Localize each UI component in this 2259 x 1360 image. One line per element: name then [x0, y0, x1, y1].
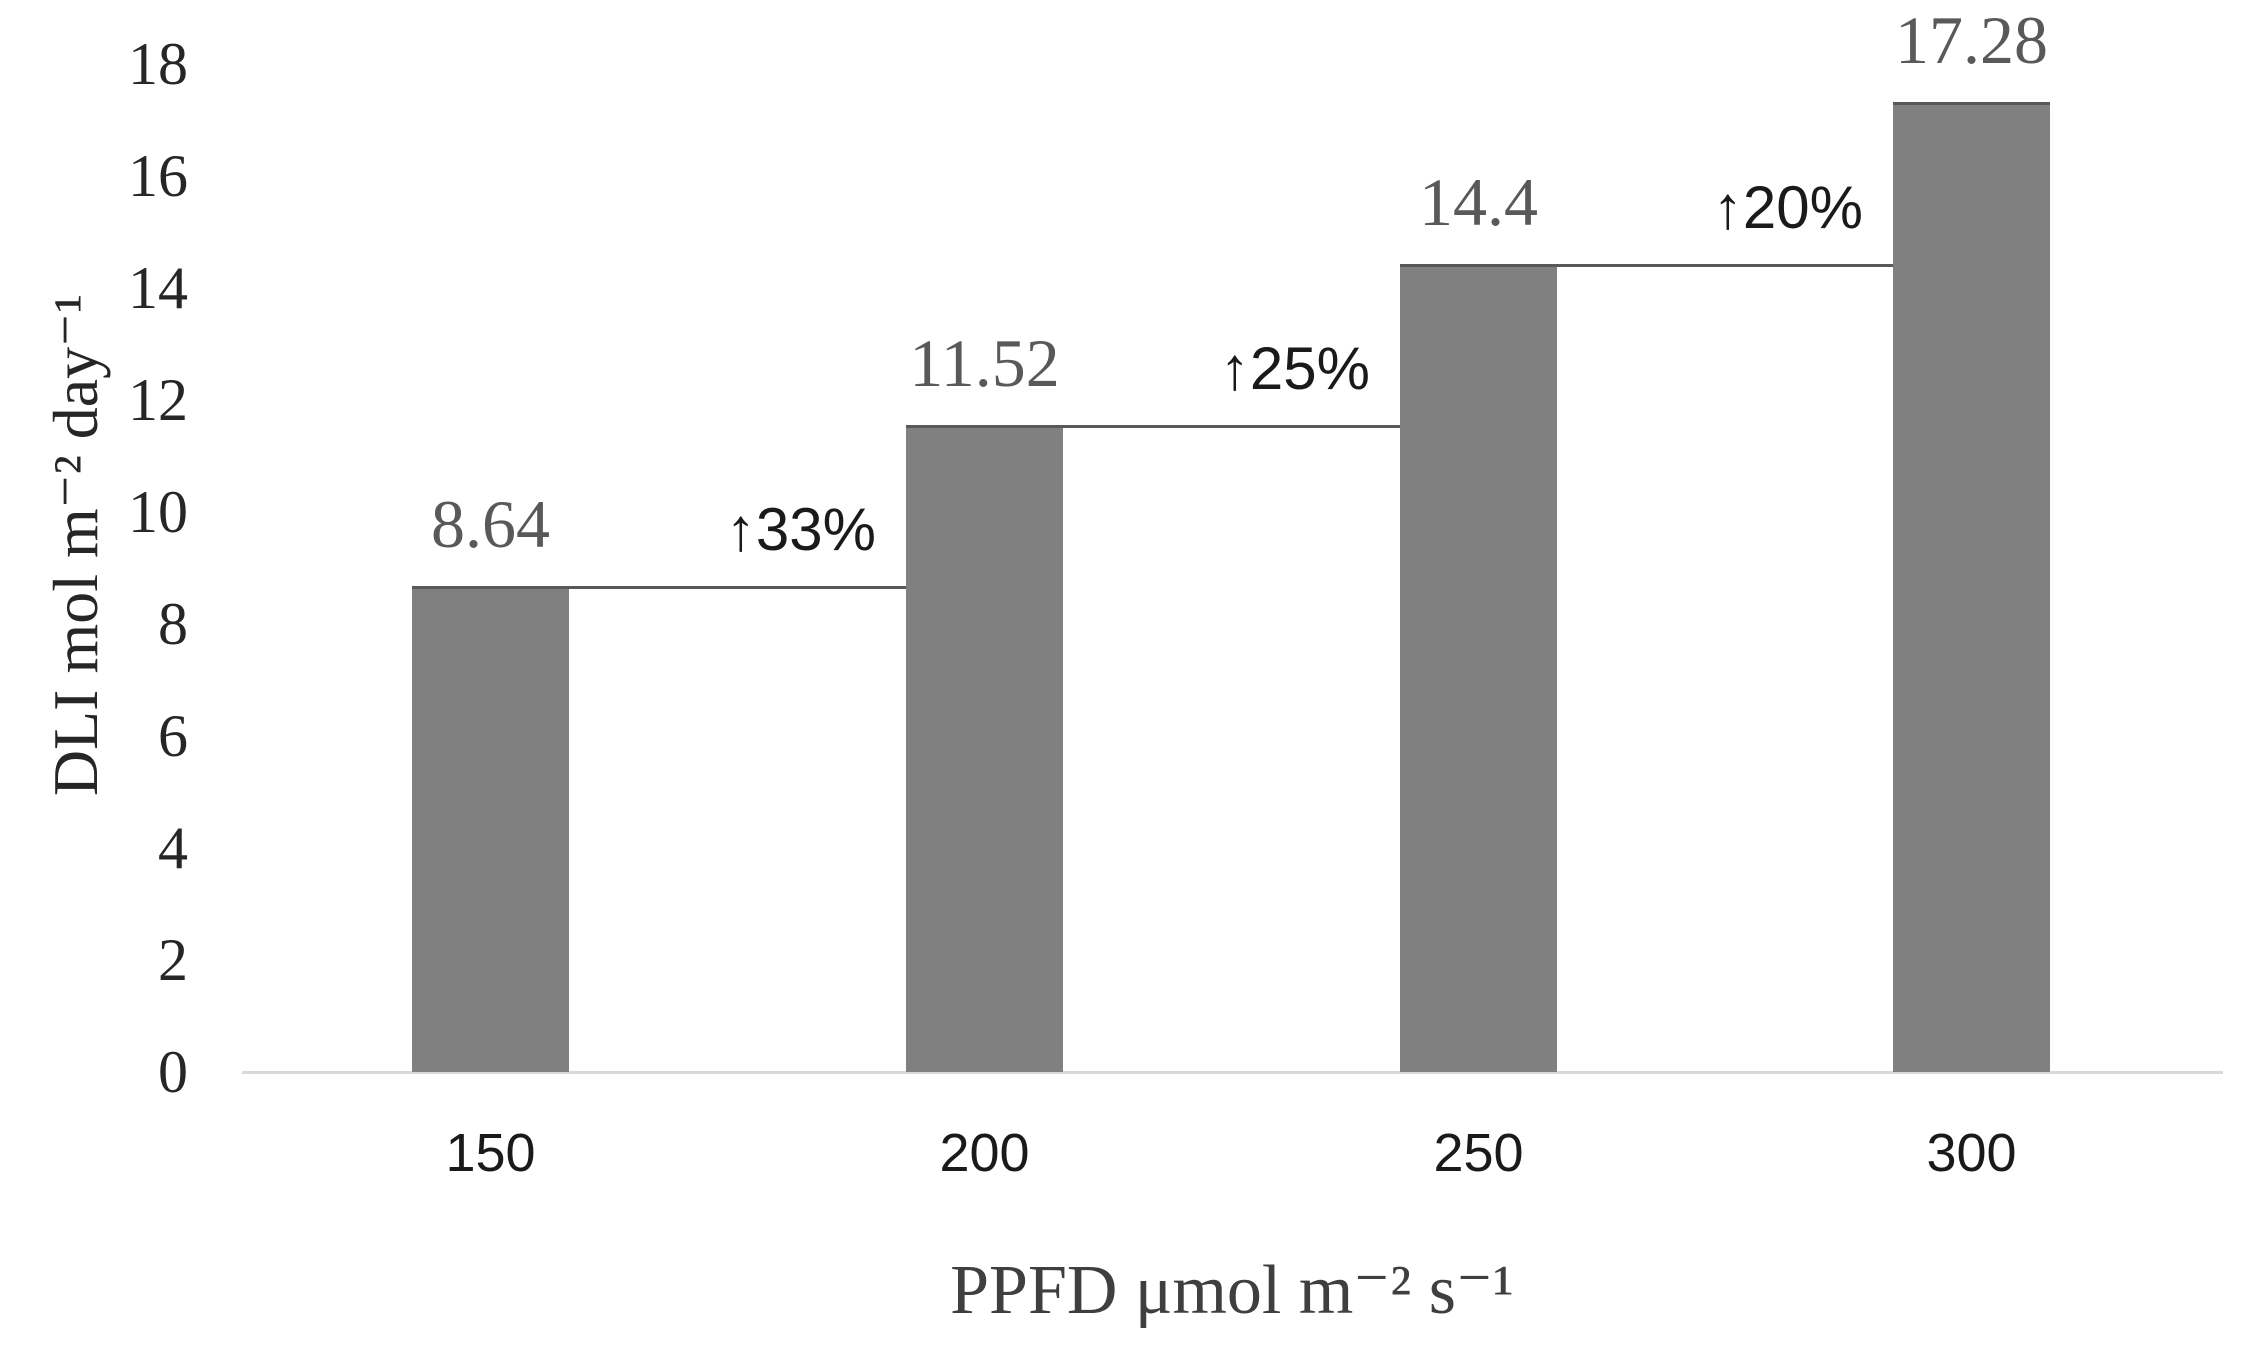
- y-tick-label: 12: [128, 367, 188, 433]
- y-tick-label: 6: [158, 703, 188, 769]
- y-tick-label: 0: [158, 1039, 188, 1105]
- y-tick-label: 4: [158, 815, 188, 881]
- y-tick-label: 14: [128, 255, 188, 321]
- y-tick-label: 10: [128, 479, 188, 545]
- increase-annotation: ↑20%: [1712, 173, 1863, 241]
- y-tick-label: 18: [128, 31, 188, 97]
- x-tick-label: 200: [939, 1123, 1030, 1183]
- bar-value-label: 14.4: [1419, 163, 1538, 240]
- bar-150: [412, 588, 569, 1072]
- step-line: [1893, 102, 2050, 106]
- x-tick-label: 250: [1433, 1123, 1524, 1183]
- y-tick-label: 8: [158, 591, 188, 657]
- step-line: [1400, 263, 1893, 267]
- step-line: [412, 586, 906, 590]
- increase-annotation: ↑33%: [725, 496, 876, 564]
- x-tick-label: 150: [445, 1123, 536, 1183]
- bar-200: [906, 426, 1063, 1072]
- bar-250: [1400, 265, 1557, 1072]
- step-line: [906, 424, 1400, 428]
- bar-value-label: 11.52: [909, 324, 1060, 401]
- bar-300: [1893, 104, 2050, 1072]
- x-tick-label: 300: [1926, 1123, 2017, 1183]
- y-tick-label: 2: [158, 927, 188, 993]
- y-tick-label: 16: [128, 143, 188, 209]
- bar-value-label: 8.64: [431, 486, 550, 563]
- increase-annotation: ↑25%: [1219, 334, 1370, 402]
- bar-value-label: 17.28: [1895, 2, 2048, 79]
- x-axis-title: PPFD μmol m⁻² s⁻¹: [950, 1252, 1514, 1329]
- x-axis-line: [242, 1071, 2223, 1074]
